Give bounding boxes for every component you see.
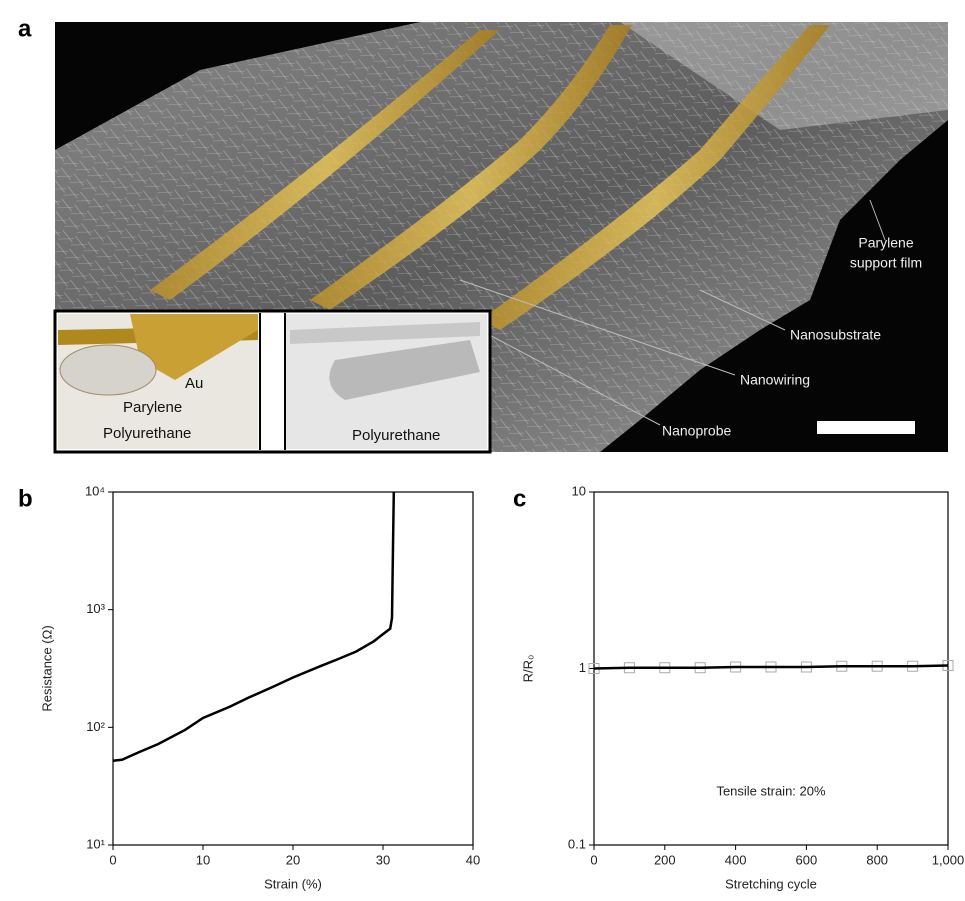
data-line [112,491,396,762]
y-tick-label: 10³ [86,601,105,616]
x-tick-label: 40 [466,852,480,867]
inset-label: Polyurethane [103,425,191,442]
x-tick-label: 30 [376,852,390,867]
annotation: Nanosubstrate [790,327,881,343]
x-axis-label: Stretching cycle [725,876,817,891]
y-axis-label: Resistance (Ω) [39,625,54,711]
x-tick-label: 400 [725,852,747,867]
x-tick-label: 1,000 [932,852,965,867]
photo [53,22,948,454]
y-tick-label: 1 [579,660,586,675]
x-tick-label: 10 [196,852,210,867]
x-tick-label: 0 [590,852,597,867]
y-axis-label: R/R₀ [520,655,535,683]
x-tick-label: 600 [796,852,818,867]
panel-label: b [18,485,33,512]
y-tick-label: 10¹ [86,836,105,851]
x-tick-label: 20 [286,852,300,867]
plot-frame [112,491,474,846]
y-tick-label: 10² [86,719,105,734]
y-tick-label: 10 [572,483,586,498]
inset-label: Polyurethane [352,427,440,444]
annotation: Nanoprobe [662,423,731,439]
data-line [593,664,949,670]
annotation: Nanowiring [740,372,810,388]
x-axis-label: Strain (%) [264,876,322,891]
annotation: Parylene [858,235,913,251]
panel-label: a [18,15,32,42]
inset-label: Parylene [123,399,182,416]
annotation: Tensile strain: 20% [716,783,826,798]
y-tick-label: 10⁴ [85,483,105,498]
x-tick-label: 0 [109,852,116,867]
panel-label: c [513,485,526,512]
x-tick-label: 200 [654,852,676,867]
y-tick-label: 0.1 [568,836,586,851]
annotation: support film [850,255,922,271]
x-tick-label: 800 [866,852,888,867]
inset-label: Au [185,375,203,392]
